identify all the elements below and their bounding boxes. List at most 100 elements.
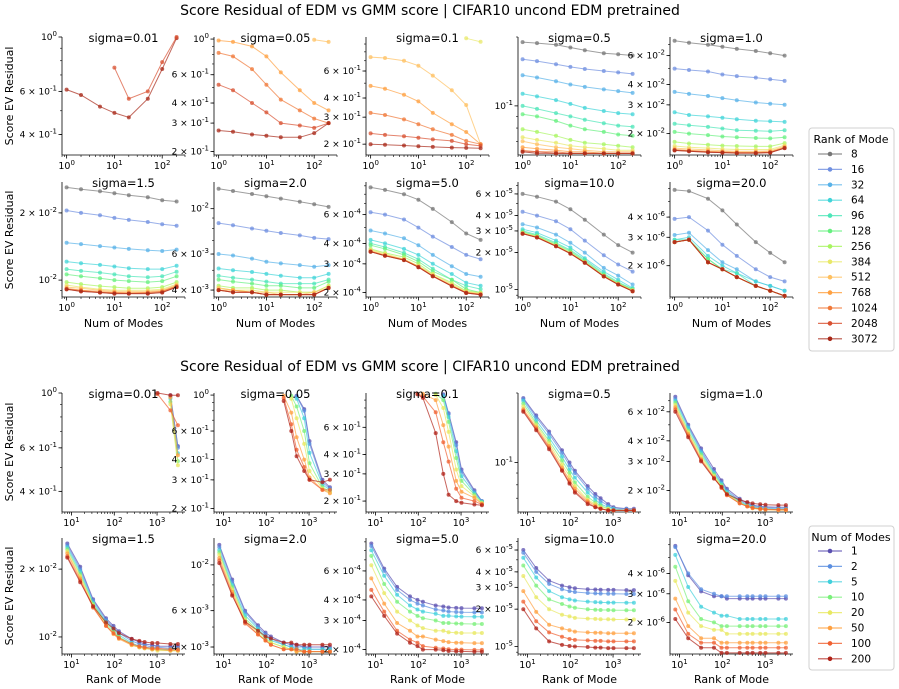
data-point: [624, 508, 629, 513]
data-point: [554, 151, 558, 156]
x-tick-label: 101: [410, 301, 427, 314]
data-point: [111, 631, 116, 636]
data-point: [420, 603, 425, 608]
data-point: [168, 647, 173, 652]
x-tick-label: 102: [106, 516, 123, 529]
data-point: [753, 240, 758, 245]
data-point: [706, 133, 710, 138]
data-point: [686, 624, 691, 629]
data-point: [264, 283, 269, 288]
data-point: [520, 209, 525, 214]
data-point: [535, 137, 539, 142]
data-point: [598, 496, 603, 501]
data-point: [560, 450, 564, 455]
series-32: [520, 73, 635, 95]
data-point: [420, 395, 425, 400]
data-point: [753, 283, 758, 288]
data-point: [415, 597, 420, 602]
data-point: [402, 143, 406, 148]
data-point: [150, 646, 155, 651]
data-point: [408, 637, 412, 642]
data-point: [312, 125, 317, 130]
data-point: [572, 475, 577, 480]
data-point: [616, 273, 621, 278]
data-point: [294, 396, 299, 401]
series-200: [155, 391, 180, 398]
series-line: [218, 188, 329, 208]
data-point: [631, 617, 636, 622]
panel-title: sigma=1.0: [700, 387, 763, 401]
x-tick-label: 100: [210, 301, 227, 314]
series-line: [522, 409, 634, 511]
data-point: [430, 234, 435, 239]
data-point: [464, 130, 469, 134]
y-tick-label: 2 × 10-6: [628, 259, 666, 272]
legend-marker: [827, 579, 833, 585]
data-point: [264, 271, 269, 276]
series-50: [168, 395, 180, 458]
x-tick-label: 102: [610, 159, 627, 172]
y-tick-label: 6 × 10-5: [476, 187, 513, 200]
data-point: [79, 289, 83, 294]
series-128: [520, 112, 635, 138]
data-point: [327, 642, 332, 647]
series-line: [370, 132, 481, 147]
legend-label: 100: [851, 638, 871, 650]
data-point: [706, 142, 710, 147]
series-256: [520, 127, 635, 150]
data-point: [567, 463, 572, 468]
series-line: [674, 396, 786, 508]
x-tick-label: 102: [714, 516, 731, 529]
series-200: [65, 555, 180, 646]
legend-marker: [827, 259, 833, 265]
data-point: [449, 264, 454, 269]
data-point: [454, 499, 459, 504]
data-point: [478, 146, 483, 151]
data-point: [402, 92, 406, 97]
panel-title: sigma=5.0: [396, 176, 459, 190]
y-tick-label: 6 × 10-1: [20, 441, 57, 454]
data-point: [720, 126, 725, 131]
series-line: [674, 239, 785, 297]
series-line: [218, 253, 329, 268]
panel-bottom-3: 101 102 103 2 × 10-1 3 × 10-1 4 × 10-1 6 × 10-…: [324, 387, 489, 529]
data-point: [601, 232, 606, 237]
data-point: [369, 587, 374, 592]
data-point: [631, 646, 636, 651]
data-point: [554, 79, 558, 84]
data-point: [673, 545, 678, 550]
series-96: [216, 273, 331, 286]
data-point: [326, 279, 331, 284]
data-point: [383, 231, 387, 236]
data-point: [712, 640, 716, 645]
data-point: [382, 613, 387, 618]
data-point: [449, 88, 454, 93]
series-2: [673, 396, 788, 511]
series-line: [674, 609, 786, 649]
data-point: [616, 243, 621, 248]
data-point: [402, 246, 406, 251]
data-point: [420, 647, 425, 652]
data-point: [383, 86, 387, 91]
data-point: [230, 593, 235, 598]
data-point: [454, 486, 459, 491]
data-point: [768, 144, 773, 149]
data-point: [567, 644, 572, 648]
data-point: [79, 268, 83, 273]
y-tick-label: 2 × 10-1: [172, 144, 209, 157]
data-point: [758, 594, 763, 599]
legend-top: Rank of Mode 8 16 32 64 96 128 256 384 512 768 102…: [808, 127, 895, 352]
data-point: [459, 631, 464, 635]
data-point: [568, 45, 573, 50]
data-point: [64, 287, 69, 292]
panel-title: sigma=1.0: [700, 31, 763, 45]
data-point: [420, 609, 425, 614]
data-point: [560, 642, 564, 647]
data-point: [441, 471, 446, 476]
data-point: [734, 117, 739, 122]
y-tick-label: 10-1: [495, 455, 513, 468]
data-point: [783, 645, 788, 650]
data-point: [560, 595, 564, 600]
data-point: [98, 244, 102, 249]
panel-top-7: 100 101 102 4 × 10-3 6 × 10-3 10-2 sigma=2.0 Nu…: [172, 176, 338, 330]
